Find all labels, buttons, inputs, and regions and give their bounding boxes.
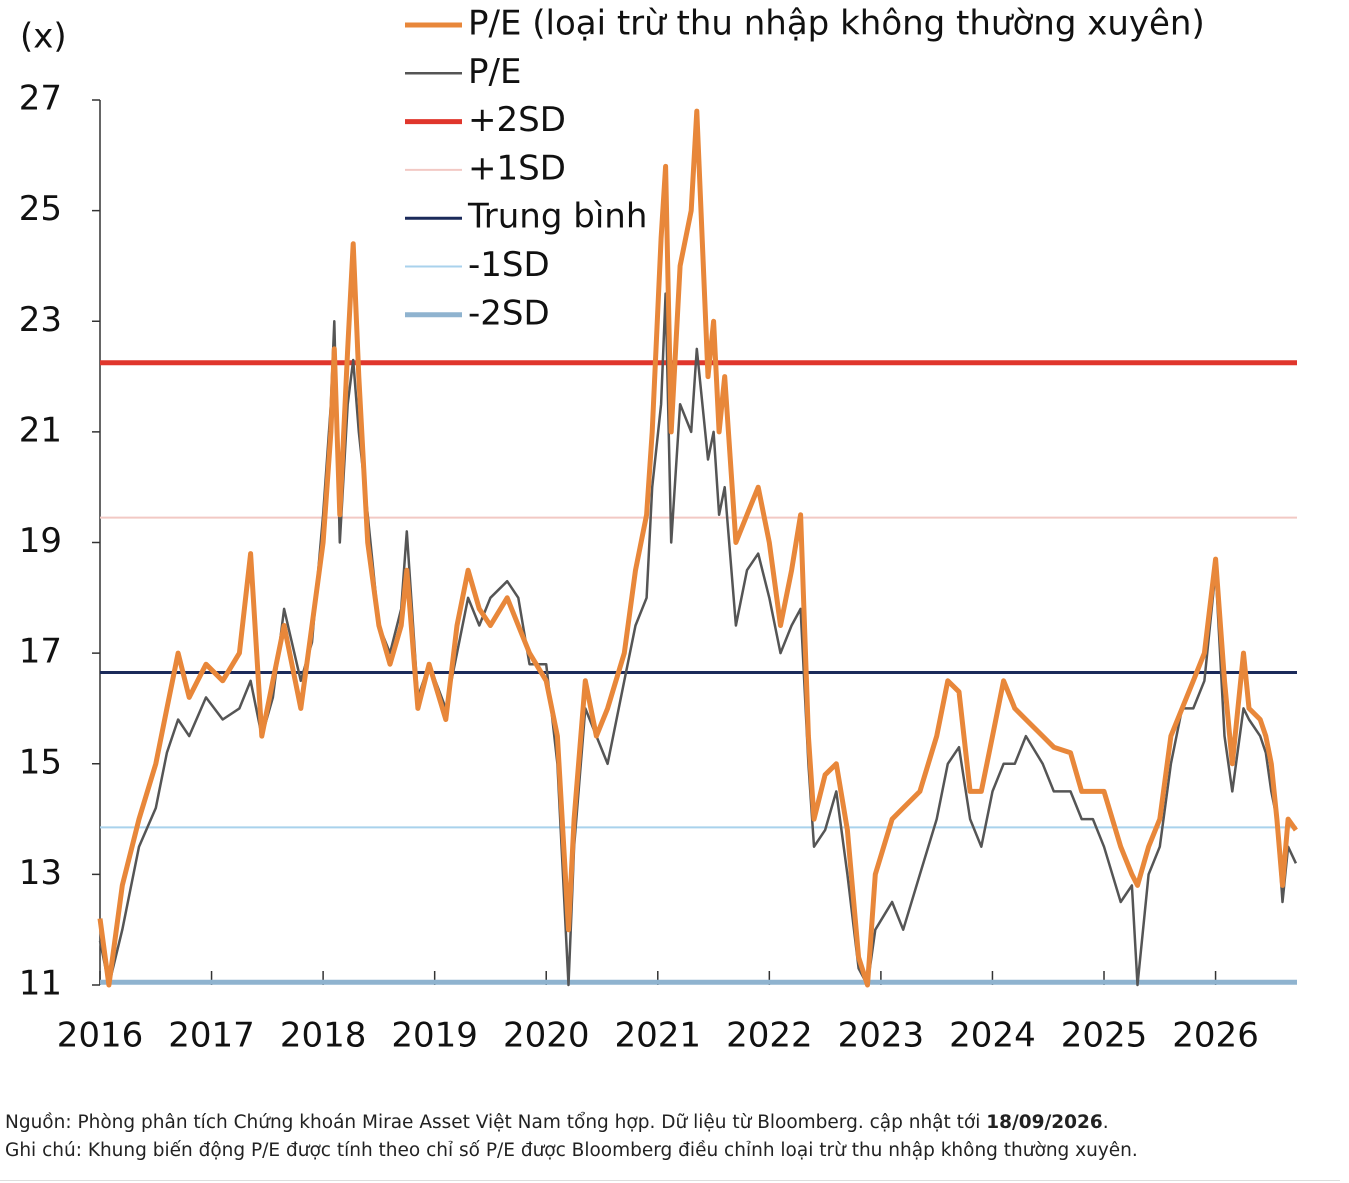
legend-label: -1SD [468,245,550,285]
y-tick-label: 17 [19,632,62,672]
legend-label: P/E (loại trừ thu nhập không thường xuyê… [468,4,1205,44]
x-tick-label: 2023 [838,1016,925,1056]
x-tick-label: 2025 [1061,1016,1148,1056]
y-axis-label: (x) [20,17,67,57]
legend-label: Trung bình [467,197,647,237]
legend-label: P/E [468,52,521,92]
x-tick-label: 2022 [726,1016,813,1056]
x-tick-label: 2016 [57,1016,144,1056]
y-tick-label: 23 [19,300,62,340]
note: Ghi chú: Khung biến động P/E được tính t… [5,1140,1138,1161]
x-tick-label: 2019 [391,1016,478,1056]
x-tick-label: 2018 [280,1016,367,1056]
y-tick-label: 25 [19,189,62,229]
y-tick-label: 13 [19,853,62,893]
x-tick-label: 2017 [168,1016,255,1056]
source-end: . [1102,1112,1109,1133]
series-line [98,292,1298,987]
divider [0,1180,1340,1181]
source-date: 18/09/2026 [986,1112,1103,1133]
y-tick-label: 27 [19,79,62,119]
x-tick-label: 2021 [615,1016,702,1056]
legend-label: +1SD [468,148,566,188]
x-tick-label: 2026 [1172,1016,1259,1056]
source-text: Nguồn: Phòng phân tích Chứng khoán Mirae… [5,1112,987,1133]
series-line [97,108,1298,988]
x-tick-label: 2020 [503,1016,590,1056]
y-tick-label: 19 [19,521,62,561]
legend-label: +2SD [468,100,566,140]
x-tick-label: 2024 [949,1016,1036,1056]
chart: (x) 11 13 15 17 19 21 23 25 27 2016 2017 2018 2019 20… [19,4,1298,1056]
y-tick-label: 15 [19,742,62,782]
source: Nguồn: Phòng phân tích Chứng khoán Mirae… [5,1112,1109,1133]
y-tick-label: 11 [19,964,62,1004]
legend-label: -2SD [468,293,550,333]
y-tick-label: 21 [19,410,62,450]
